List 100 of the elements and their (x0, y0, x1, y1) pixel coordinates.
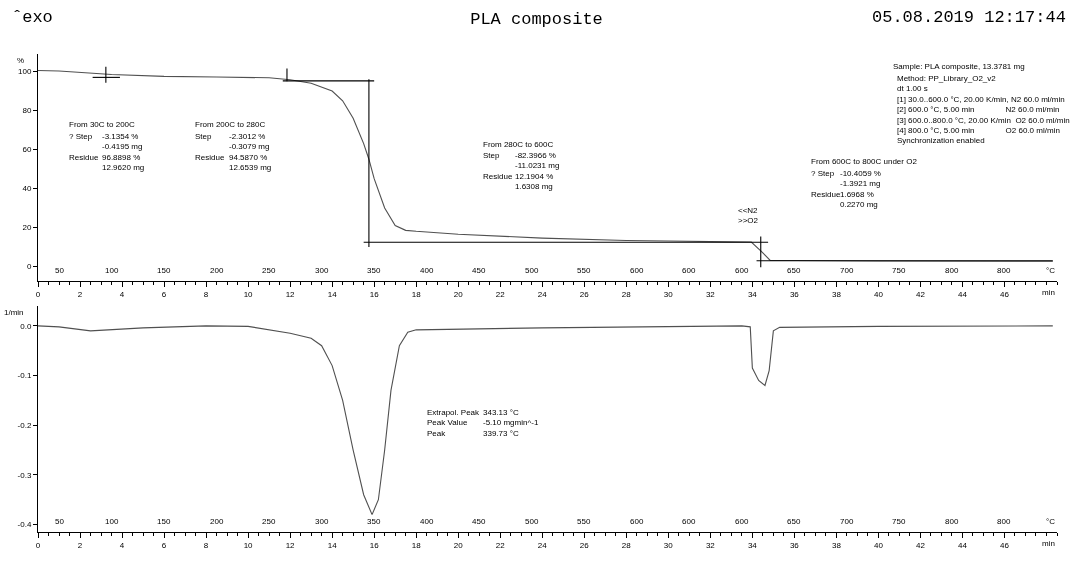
annotation: 400 (420, 517, 434, 526)
x-tick-label: 8 (203, 289, 209, 299)
x-tick-label: 2 (77, 540, 83, 550)
x-tick-label: 46 (1000, 289, 1010, 299)
annotation: 450 (472, 266, 486, 275)
x-tick-label: 10 (243, 289, 254, 299)
x-tick-label: 14 (327, 289, 338, 299)
x-tick-label: 26 (579, 540, 590, 550)
x-tick-label: 46 (1000, 540, 1010, 550)
annotation: 600 (630, 266, 644, 275)
y-tick-label: -0.3 (17, 470, 32, 480)
x-tick-label: 40 (873, 289, 884, 299)
annotation: 300 (315, 266, 329, 275)
annotation: 750 (892, 266, 906, 275)
x-axis-title: min (1042, 288, 1055, 297)
annotation: 550 (577, 517, 591, 526)
x-tick-label: 10 (243, 540, 254, 550)
annotation: 600 (735, 517, 749, 526)
annotation: -82.3966 % -11.0231 mg 12.1904 % 1.6308 mg (515, 151, 560, 192)
x-tick-label: 26 (579, 289, 590, 299)
x-tick-label: 22 (495, 540, 506, 550)
annotation: From 200C to 280C (195, 120, 266, 129)
line-series (38, 325, 1054, 516)
annotation: 500 (525, 266, 539, 275)
annotation: 250 (262, 517, 276, 526)
x-tick-label: 36 (789, 540, 800, 550)
annotation: 650 (787, 266, 801, 275)
annotation: Extrapol. Peak Peak Value Peak (427, 408, 481, 438)
annotation: 343.13 °C -5.10 mgmin^-1 339.73 °C (483, 408, 539, 438)
annotation: 200 (210, 517, 224, 526)
annotation: 600 (630, 517, 644, 526)
annotation: 150 (157, 517, 171, 526)
annotation: Sample: PLA composite, 13.3781 mg (893, 62, 1025, 71)
x-tick-label: 6 (161, 289, 167, 299)
x-tick-label: 24 (537, 289, 548, 299)
annotation: 800 (945, 517, 959, 526)
x-tick-label: 38 (831, 289, 842, 299)
annotation: 350 (367, 266, 381, 275)
annotation: 350 (367, 517, 381, 526)
annotation: 100 (105, 266, 119, 275)
annotation: 800 (997, 517, 1011, 526)
x-tick-label: 30 (663, 289, 674, 299)
annotation: 50 (55, 517, 65, 526)
y-tick-label: 80 (22, 106, 32, 116)
annotation: 800 (945, 266, 959, 275)
annotation: 150 (157, 266, 171, 275)
y-tick-label: 20 (22, 223, 32, 233)
y-tick-label: 60 (22, 145, 32, 155)
annotation: °C (1046, 266, 1056, 275)
x-tick-label: 32 (705, 540, 716, 550)
x-tick-label: 20 (453, 540, 464, 550)
x-tick-label: 8 (203, 540, 209, 550)
text: Step Residue (483, 151, 513, 181)
x-tick-label: 44 (958, 540, 968, 550)
x-tick-label: 42 (915, 540, 926, 550)
annotation: 650 (787, 517, 801, 526)
x-tick-label: 16 (369, 289, 380, 299)
annotation: From 600C to 800C under O2 (811, 157, 918, 166)
annotation: 300 (315, 517, 329, 526)
y-tick-label: -0.1 (17, 371, 32, 381)
x-tick-label: 22 (495, 289, 506, 299)
annotation: 600 (735, 266, 749, 275)
x-tick-label: 40 (873, 540, 884, 550)
text: ? Step Residue (811, 169, 841, 199)
annotation: 700 (840, 517, 854, 526)
x-tick-label: 18 (411, 289, 422, 299)
y-tick-label: 0.0 (20, 321, 32, 331)
text: ? Step Residue (69, 132, 99, 162)
annotation: -2.3012 % -0.3079 mg 94.5870 % 12.6539 mg (229, 132, 272, 173)
y-axis-title: 1/min (4, 308, 24, 317)
x-tick-label: 34 (747, 540, 758, 550)
y-tick-label: 40 (22, 184, 32, 194)
x-tick-label: 2 (77, 289, 83, 299)
annotation: 700 (840, 266, 854, 275)
annotation: 600 (682, 266, 696, 275)
y-tick-label: -0.4 (17, 520, 32, 530)
x-tick-label: 34 (747, 289, 758, 299)
text: ˆexo (12, 8, 53, 27)
annotation: 600 (682, 517, 696, 526)
x-tick-label: 4 (119, 540, 125, 550)
x-tick-label: 38 (831, 540, 842, 550)
annotation: -10.4059 % -1.3921 mg 1.6968 % 0.2270 mg (840, 169, 881, 210)
annotation: 200 (210, 266, 224, 275)
x-tick-label: 18 (411, 540, 422, 550)
annotation: 550 (577, 266, 591, 275)
x-tick-label: 4 (119, 289, 125, 299)
x-tick-label: 0 (35, 289, 41, 299)
annotation: 400 (420, 266, 434, 275)
x-tick-label: 28 (621, 289, 632, 299)
x-tick-label: 12 (285, 540, 296, 550)
annotation: <<N2 >>O2 (738, 206, 759, 226)
annotation: 250 (262, 266, 276, 275)
x-axis-title: min (1042, 539, 1055, 548)
y-tick-label: 0 (26, 262, 32, 272)
x-tick-label: 12 (285, 289, 296, 299)
text: Step Residue (195, 132, 225, 162)
annotation: From 280C to 600C (483, 140, 554, 149)
annotation: 450 (472, 517, 486, 526)
x-tick-label: 28 (621, 540, 632, 550)
x-tick-label: 6 (161, 540, 167, 550)
